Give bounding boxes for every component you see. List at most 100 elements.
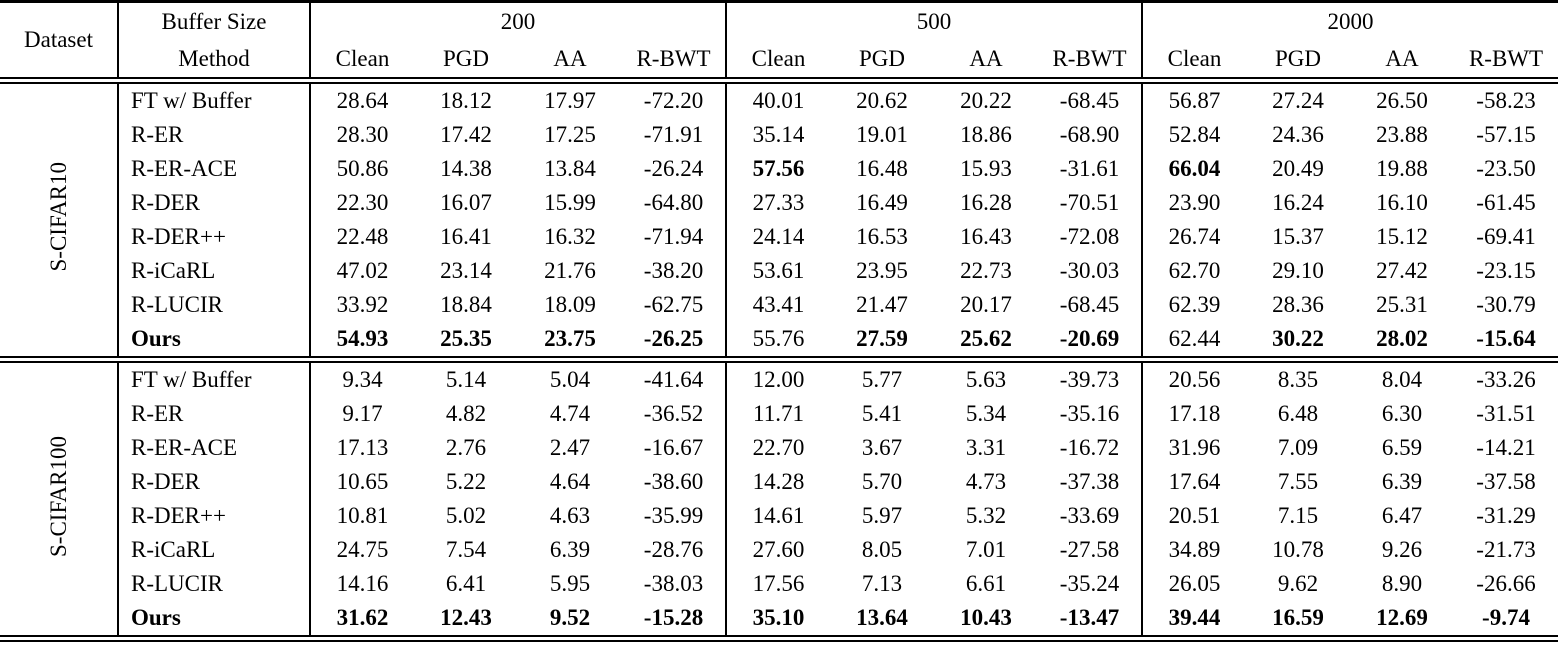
results-table: Dataset Buffer Size 200 500 2000 Method … <box>0 0 1558 642</box>
table-row: R-ER 28.30 17.42 17.25 -71.91 35.14 19.01 18.86… <box>0 118 1558 152</box>
value-cell: -16.67 <box>622 431 727 465</box>
value-cell: 27.24 <box>1272 88 1324 113</box>
value-cell: 62.39 <box>1168 292 1221 317</box>
value-cell: 15.99 <box>544 190 596 215</box>
value-cell: -68.90 <box>1038 118 1143 152</box>
value-cell: -69.41 <box>1476 224 1536 249</box>
value-cell: 4.64 <box>549 469 591 494</box>
value-cell: 56.87 <box>1168 88 1221 113</box>
value-cell: 7.55 <box>1277 469 1319 494</box>
metric-header-clean: Clean <box>751 45 806 71</box>
value-cell: 40.01 <box>752 88 805 113</box>
value-cell: 5.22 <box>445 469 487 494</box>
method-cell: R-ER <box>118 397 311 431</box>
value-cell: -61.45 <box>1476 190 1536 215</box>
value-cell: 8.90 <box>1381 571 1423 596</box>
method-cell: R-DER++ <box>118 499 311 533</box>
table-row: S-CIFAR10 FT w/ Buffer 28.64 18.12 17.97 -72.… <box>0 80 1558 360</box>
section-s-cifar100: S-CIFAR100 FT w/ Buffer 9.34 5.14 5.04 -41.64… <box>0 359 1558 639</box>
value-cell: -20.69 <box>1038 322 1143 360</box>
value-cell: 28.64 <box>336 88 389 113</box>
value-cell: 12.43 <box>440 605 492 630</box>
table-row: R-ER-ACE 17.13 2.76 2.47 -16.67 22.70 3.67 3.31… <box>0 431 1558 465</box>
method-cell: R-ER <box>118 118 311 152</box>
value-cell: 13.84 <box>544 156 596 181</box>
value-cell: 16.28 <box>960 190 1012 215</box>
value-cell: 8.35 <box>1277 367 1319 392</box>
rotated-dataset-text: S-CIFAR100 <box>46 435 71 557</box>
value-cell: -39.73 <box>1038 359 1143 397</box>
dataset-label: S-CIFAR100 <box>0 359 119 639</box>
value-cell: 5.63 <box>965 367 1007 392</box>
value-cell: -21.73 <box>1476 537 1536 562</box>
value-cell: 29.10 <box>1272 258 1324 283</box>
value-cell: 20.49 <box>1272 156 1324 181</box>
value-cell: 3.67 <box>861 435 903 460</box>
value-cell: 4.73 <box>965 469 1007 494</box>
value-cell: 50.86 <box>336 156 389 181</box>
table-header: Dataset Buffer Size 200 500 2000 Method … <box>0 1 1558 81</box>
value-cell: 26.05 <box>1168 571 1221 596</box>
value-cell: 53.61 <box>752 258 805 283</box>
value-cell: 14.61 <box>752 503 805 528</box>
value-cell: 10.65 <box>336 469 389 494</box>
method-cell: R-DER++ <box>118 220 311 254</box>
value-cell: 18.86 <box>960 122 1012 147</box>
value-cell: 16.32 <box>544 224 596 249</box>
value-cell: 12.00 <box>752 367 805 392</box>
method-cell: R-iCaRL <box>118 533 311 567</box>
value-cell: 9.52 <box>549 605 591 630</box>
value-cell: 35.14 <box>752 122 805 147</box>
value-cell: 17.25 <box>544 122 596 147</box>
method-column-header: Method <box>118 40 311 81</box>
value-cell: 28.02 <box>1376 326 1428 351</box>
value-cell: -71.94 <box>622 220 727 254</box>
value-cell: 17.18 <box>1168 401 1221 426</box>
value-cell: 25.31 <box>1376 292 1428 317</box>
value-cell: 6.61 <box>965 571 1007 596</box>
dataset-label: S-CIFAR10 <box>0 80 119 360</box>
metric-header-aa: AA <box>1385 45 1419 71</box>
value-cell: -70.51 <box>1038 186 1143 220</box>
method-cell: Ours <box>118 601 311 639</box>
value-cell: -35.24 <box>1038 567 1143 601</box>
value-cell: 18.12 <box>440 88 492 113</box>
value-cell: 7.15 <box>1277 503 1319 528</box>
value-cell: -38.60 <box>622 465 727 499</box>
value-cell: -26.24 <box>622 152 727 186</box>
table-row: R-iCaRL 24.75 7.54 6.39 -28.76 27.60 8.05 7.01 -… <box>0 533 1558 567</box>
table-row: R-ER 9.17 4.82 4.74 -36.52 11.71 5.41 5.34 -35.1… <box>0 397 1558 431</box>
dataset-column-header: Dataset <box>0 1 119 81</box>
table-row: R-DER 10.65 5.22 4.64 -38.60 14.28 5.70 4.73 -37… <box>0 465 1558 499</box>
value-cell: 21.47 <box>856 292 908 317</box>
value-cell: 52.84 <box>1168 122 1221 147</box>
value-cell: -38.03 <box>622 567 727 601</box>
value-cell: 30.22 <box>1272 326 1324 351</box>
value-cell: 10.78 <box>1272 537 1324 562</box>
value-cell: 5.02 <box>445 503 487 528</box>
method-cell: FT w/ Buffer <box>118 80 311 118</box>
value-cell: 47.02 <box>336 258 389 283</box>
value-cell: 31.62 <box>336 605 389 630</box>
value-cell: 11.71 <box>753 401 804 426</box>
buffer-group-2000-header: 2000 <box>1327 8 1374 34</box>
value-cell: 16.48 <box>856 156 908 181</box>
value-cell: -13.47 <box>1038 601 1143 639</box>
value-cell: 20.62 <box>856 88 908 113</box>
value-cell: -23.50 <box>1476 156 1536 181</box>
buffer-group-200-header: 200 <box>310 1 727 40</box>
value-cell: 6.47 <box>1381 503 1423 528</box>
value-cell: 16.10 <box>1376 190 1428 215</box>
value-cell: 23.90 <box>1168 190 1221 215</box>
buffer-size-header: Buffer Size <box>118 1 311 40</box>
value-cell: 20.22 <box>960 88 1012 113</box>
value-cell: 9.26 <box>1381 537 1423 562</box>
value-cell: -72.20 <box>622 80 727 118</box>
value-cell: -37.58 <box>1476 469 1536 494</box>
value-cell: -41.64 <box>622 359 727 397</box>
value-cell: 12.69 <box>1376 605 1428 630</box>
value-cell: 14.38 <box>440 156 492 181</box>
table-row: R-DER++ 22.48 16.41 16.32 -71.94 24.14 16.53 16… <box>0 220 1558 254</box>
value-cell: 28.36 <box>1272 292 1324 317</box>
value-cell: -58.23 <box>1476 88 1536 113</box>
